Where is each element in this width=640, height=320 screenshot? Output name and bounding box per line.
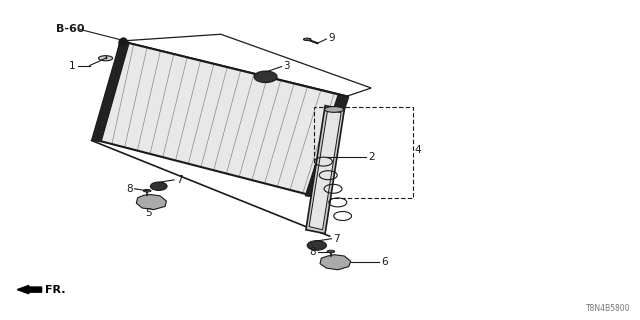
Ellipse shape <box>303 38 311 41</box>
Ellipse shape <box>324 107 344 112</box>
Circle shape <box>307 241 326 250</box>
Text: 3: 3 <box>284 61 290 71</box>
Polygon shape <box>320 255 351 270</box>
Text: 8: 8 <box>310 246 316 257</box>
Text: FR.: FR. <box>45 284 65 295</box>
Text: 4: 4 <box>415 145 421 156</box>
Polygon shape <box>305 95 349 197</box>
Text: 6: 6 <box>381 257 387 268</box>
Text: 5: 5 <box>145 208 152 218</box>
Text: B-60: B-60 <box>56 24 85 35</box>
Polygon shape <box>99 41 348 196</box>
Polygon shape <box>306 106 344 234</box>
Polygon shape <box>309 109 341 230</box>
Ellipse shape <box>327 250 335 253</box>
Ellipse shape <box>143 189 151 192</box>
Polygon shape <box>136 195 166 210</box>
Text: 7: 7 <box>333 234 340 244</box>
Polygon shape <box>92 41 129 142</box>
Ellipse shape <box>99 56 113 61</box>
Text: 1: 1 <box>69 60 76 71</box>
Circle shape <box>254 71 277 83</box>
Bar <box>314 107 413 198</box>
Text: 2: 2 <box>368 152 374 162</box>
Text: T8N4B5800: T8N4B5800 <box>586 304 630 313</box>
FancyArrow shape <box>17 285 42 294</box>
Text: 8: 8 <box>126 184 132 194</box>
Text: 7: 7 <box>176 175 182 185</box>
Text: 9: 9 <box>328 33 335 44</box>
Circle shape <box>150 182 167 190</box>
